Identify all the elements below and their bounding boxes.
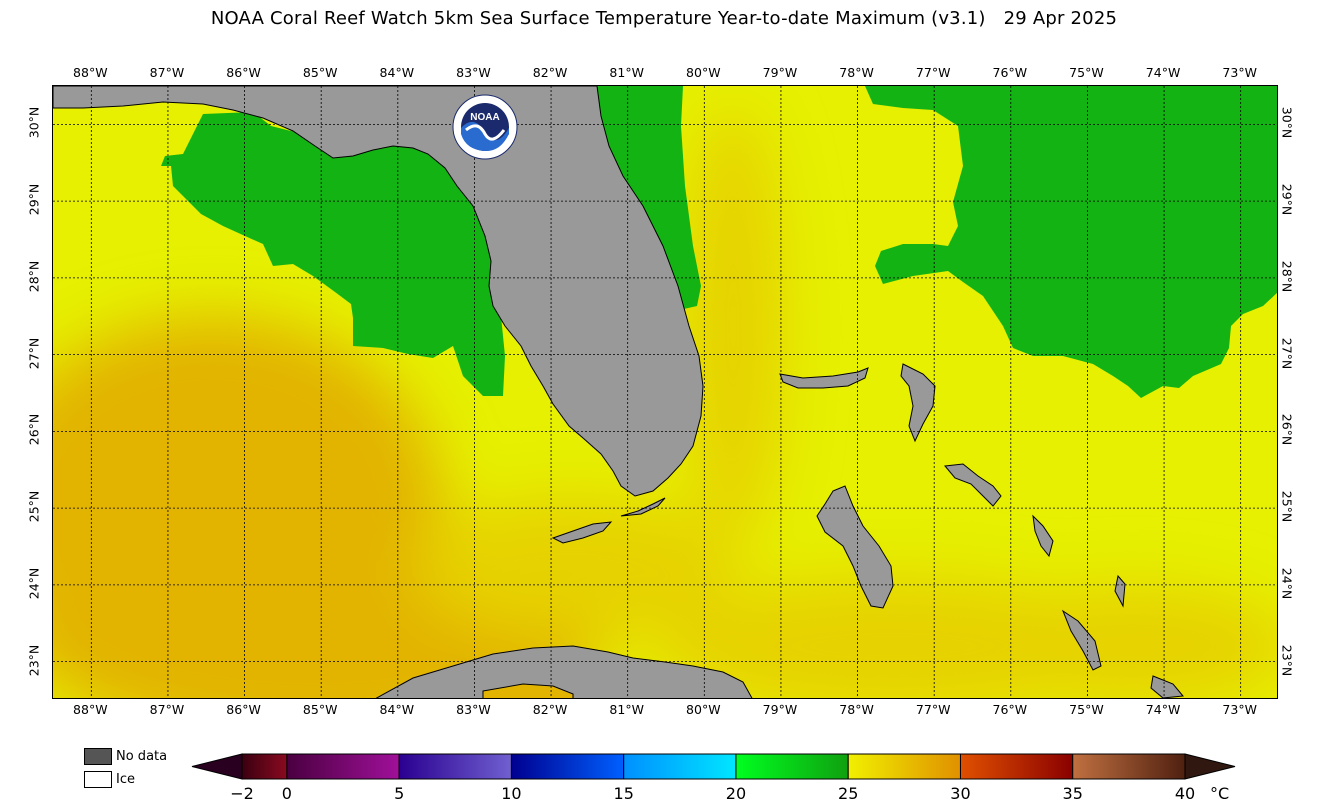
- latitude-label: 28°N: [1279, 260, 1295, 293]
- noaa-logo-icon: NOAA: [452, 94, 518, 160]
- colorbar-segment: [623, 753, 737, 780]
- latitude-label: 25°N: [1279, 490, 1295, 523]
- latitude-label: 27°N: [26, 337, 42, 369]
- longitude-label: 82°W: [532, 65, 568, 80]
- ice-swatch: [84, 771, 112, 788]
- colorbar-segment: [510, 753, 625, 780]
- colorbar-segment: [1072, 753, 1186, 780]
- map-title: NOAA Coral Reef Watch 5km Sea Surface Te…: [0, 8, 1328, 29]
- legend-ice: Ice: [84, 771, 135, 788]
- colorbar-segment: [286, 753, 400, 780]
- latitude-label: 27°N: [1279, 337, 1295, 369]
- longitude-label: 74°W: [1145, 702, 1181, 717]
- svg-text:NOAA: NOAA: [470, 112, 499, 123]
- colorbar-over-extension: [1184, 753, 1236, 780]
- latitude-label: 29°N: [26, 183, 42, 216]
- longitude-label: 87°W: [149, 702, 185, 717]
- colorbar-gradient: [191, 753, 1236, 780]
- longitude-label: 79°W: [762, 65, 798, 80]
- longitude-label: 88°W: [73, 65, 108, 80]
- latitude-labels-right: 30°N 29°N 28°N 27°N 26°N 25°N 24°N 23°N: [1279, 0, 1299, 812]
- colorbar-segment: [241, 753, 288, 780]
- latitude-label: 29°N: [1279, 183, 1295, 216]
- legend-no-data: No data: [84, 748, 167, 765]
- colorbar-segment: [847, 753, 961, 780]
- colorbar-tick-label: 30: [950, 784, 971, 803]
- longitude-labels-bottom: 88°W 87°W 86°W 85°W 84°W 83°W 82°W 81°W 80°W 79°W…: [0, 702, 1328, 718]
- latitude-label: 23°N: [1279, 644, 1295, 676]
- colorbar-segment: [398, 753, 512, 780]
- longitude-label: 83°W: [456, 702, 491, 717]
- longitude-label: 80°W: [686, 65, 721, 80]
- longitude-label: 78°W: [839, 65, 874, 80]
- latitude-label: 23°N: [26, 644, 42, 676]
- longitude-label: 76°W: [992, 702, 1028, 717]
- colorbar-tick-label: 10: [501, 784, 522, 803]
- longitude-label: 86°W: [226, 65, 261, 80]
- colorbar-tick-label: 35: [1062, 784, 1083, 803]
- latitude-label: 28°N: [26, 260, 42, 293]
- no-data-swatch: [84, 748, 112, 765]
- longitude-label: 88°W: [73, 702, 108, 717]
- longitude-label: 81°W: [609, 65, 644, 80]
- warm-zones: [53, 106, 1277, 698]
- latitude-label: 26°N: [26, 414, 42, 446]
- longitude-label: 83°W: [456, 65, 491, 80]
- title-text: NOAA Coral Reef Watch 5km Sea Surface Te…: [210, 8, 986, 29]
- longitude-label: 84°W: [379, 65, 415, 80]
- longitude-label: 78°W: [839, 702, 874, 717]
- colorbar-segment: [959, 753, 1074, 780]
- no-data-label: No data: [116, 749, 168, 764]
- latitude-label: 24°N: [26, 567, 42, 600]
- longitude-label: 73°W: [1222, 65, 1257, 80]
- longitude-label: 79°W: [762, 702, 798, 717]
- sst-map: [52, 85, 1278, 699]
- longitude-label: 75°W: [1069, 702, 1104, 717]
- colorbar-tick-label: 0: [281, 784, 292, 803]
- latitude-label: 30°N: [26, 107, 42, 139]
- latitude-label: 24°N: [1279, 567, 1295, 600]
- longitude-label: 85°W: [302, 65, 338, 80]
- longitude-label: 76°W: [992, 65, 1028, 80]
- longitude-label: 82°W: [532, 702, 568, 717]
- longitude-label: 80°W: [686, 702, 721, 717]
- latitude-label: 26°N: [1279, 414, 1295, 446]
- latitude-label: 25°N: [26, 490, 42, 523]
- colorbar-segment: [735, 753, 849, 780]
- colorbar-tick-label: −2: [230, 784, 254, 803]
- colorbar: [190, 752, 1240, 812]
- latitude-labels-left: 30°N 29°N 28°N 27°N 26°N 25°N 24°N 23°N: [26, 0, 46, 812]
- colorbar-tick-label: 5: [394, 784, 405, 803]
- colorbar-unit: °C: [1210, 784, 1230, 803]
- graticule-grid: [53, 86, 1277, 698]
- colorbar-tick-label: 15: [613, 784, 634, 803]
- ice-label: Ice: [116, 772, 135, 787]
- longitude-label: 74°W: [1145, 65, 1181, 80]
- longitude-label: 77°W: [915, 65, 951, 80]
- longitude-labels-top: 88°W 87°W 86°W 85°W 84°W 83°W 82°W 81°W 80°W 79°W…: [0, 65, 1328, 81]
- longitude-label: 84°W: [379, 702, 415, 717]
- sst-map-canvas: [53, 86, 1277, 698]
- colorbar-under-extension: [191, 753, 243, 780]
- longitude-label: 87°W: [149, 65, 185, 80]
- colorbar-tick-label: 20: [725, 784, 747, 803]
- longitude-label: 73°W: [1222, 702, 1257, 717]
- colorbar-tick-label: 40: [1174, 784, 1196, 803]
- longitude-label: 86°W: [226, 702, 261, 717]
- longitude-label: 85°W: [302, 702, 338, 717]
- longitude-label: 77°W: [915, 702, 951, 717]
- colorbar-tick-label: 25: [838, 784, 859, 803]
- longitude-label: 75°W: [1069, 65, 1104, 80]
- land-masses: [53, 86, 1184, 698]
- latitude-label: 30°N: [1279, 107, 1295, 139]
- title-date: 29 Apr 2025: [1003, 8, 1118, 29]
- longitude-label: 81°W: [609, 702, 644, 717]
